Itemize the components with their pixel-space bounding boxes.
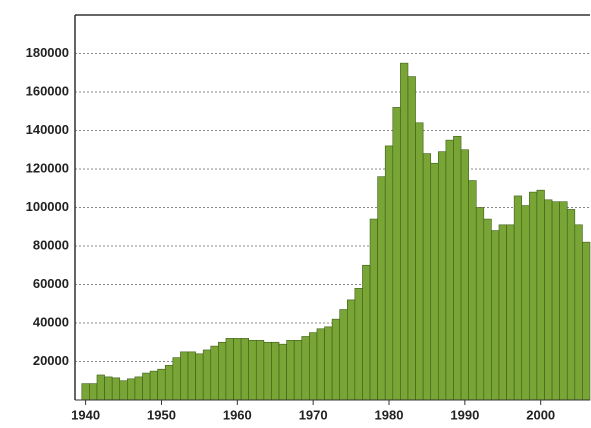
y-tick-label: 100000	[26, 199, 69, 214]
bar	[544, 199, 553, 401]
bar	[164, 365, 174, 401]
bar	[324, 326, 333, 401]
bar	[582, 241, 591, 401]
bar	[119, 380, 128, 401]
bar	[354, 288, 363, 401]
bar	[491, 230, 500, 401]
bar	[475, 207, 485, 401]
bar	[187, 351, 196, 401]
bar	[218, 341, 227, 401]
y-tick-label: 40000	[33, 314, 69, 329]
bar	[301, 336, 310, 401]
bar	[506, 224, 515, 401]
x-tick-label: 1980	[375, 407, 404, 422]
bar	[529, 191, 538, 401]
x-tick-label: 1940	[71, 407, 100, 422]
bar	[483, 218, 492, 401]
y-tick-label: 180000	[26, 45, 69, 60]
bar	[172, 357, 181, 401]
x-tick-label: 2000	[526, 407, 555, 422]
bar	[293, 340, 303, 401]
bar	[415, 122, 424, 401]
bar	[453, 135, 462, 401]
bar	[468, 180, 477, 401]
bar	[339, 309, 348, 401]
bar	[104, 376, 113, 401]
bar	[240, 338, 249, 401]
bar	[400, 62, 409, 401]
bar	[149, 370, 158, 401]
bar	[498, 224, 507, 401]
bar	[255, 340, 265, 401]
x-tick-label: 1970	[299, 407, 328, 422]
y-tick-label: 20000	[33, 353, 69, 368]
bar	[225, 338, 234, 401]
y-tick-label: 160000	[26, 83, 69, 98]
bar	[96, 374, 105, 401]
bar	[263, 341, 272, 401]
bar	[384, 145, 394, 401]
bar	[438, 151, 447, 401]
bar	[331, 318, 341, 401]
x-tick-label: 1960	[223, 407, 252, 422]
y-tick-label: 80000	[33, 237, 69, 252]
bar	[551, 201, 560, 401]
bar	[248, 340, 257, 401]
bar	[127, 378, 136, 401]
bar	[309, 332, 318, 401]
y-tick-label: 120000	[26, 160, 69, 175]
bar	[180, 351, 189, 401]
bar	[430, 162, 439, 401]
bar	[111, 377, 121, 401]
bar	[210, 345, 219, 401]
bar	[574, 224, 583, 401]
bar	[407, 76, 416, 401]
bar	[278, 343, 287, 401]
x-tick-label: 1990	[450, 407, 479, 422]
bar	[233, 338, 242, 401]
bar	[89, 383, 98, 401]
bar	[559, 201, 568, 401]
bar	[369, 218, 378, 401]
bar	[271, 341, 280, 401]
x-tick-label: 1950	[147, 407, 176, 422]
bar	[81, 383, 90, 401]
y-tick-label: 60000	[33, 276, 69, 291]
bar	[422, 153, 432, 401]
y-tick-label: 140000	[26, 122, 69, 137]
bar	[142, 372, 151, 401]
bar	[513, 195, 523, 401]
bar	[445, 139, 454, 401]
bar	[346, 299, 356, 401]
bar	[536, 189, 545, 401]
bar	[202, 349, 212, 401]
bar	[521, 205, 530, 401]
bar	[566, 209, 576, 401]
bar	[195, 353, 204, 401]
bar	[377, 176, 386, 401]
bar	[392, 107, 401, 401]
bar	[460, 149, 469, 401]
bar	[316, 328, 325, 401]
bar	[286, 340, 295, 401]
bar	[134, 376, 143, 401]
bar	[362, 264, 371, 401]
bar	[157, 368, 166, 401]
